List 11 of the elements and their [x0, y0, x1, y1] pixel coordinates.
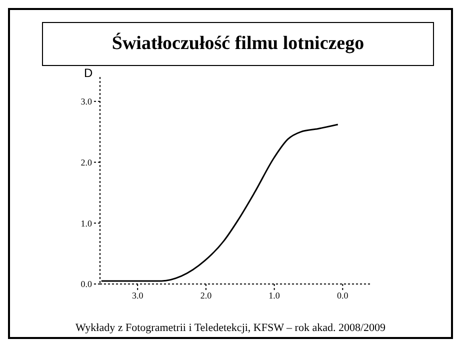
- y-tick-label: 1.0: [80, 218, 92, 228]
- x-tick-label: 1.0: [268, 290, 280, 300]
- y-axis-title: D: [84, 66, 93, 80]
- x-tick-label: 2.0: [200, 290, 212, 300]
- x-tick-label: 0.0: [337, 290, 349, 300]
- chart-title: Światłoczułość filmu lotniczego: [42, 22, 434, 66]
- y-tick-label: 3.0: [80, 96, 92, 107]
- y-tick-label: 2.0: [80, 157, 92, 168]
- y-tick-label: 0.0: [80, 279, 92, 290]
- text: Wykłady z Fotogrametrii i Teledetekcji, KFSW – rok akad. 2008/2009: [74, 322, 387, 334]
- x-tick-label: 3.0: [132, 290, 144, 300]
